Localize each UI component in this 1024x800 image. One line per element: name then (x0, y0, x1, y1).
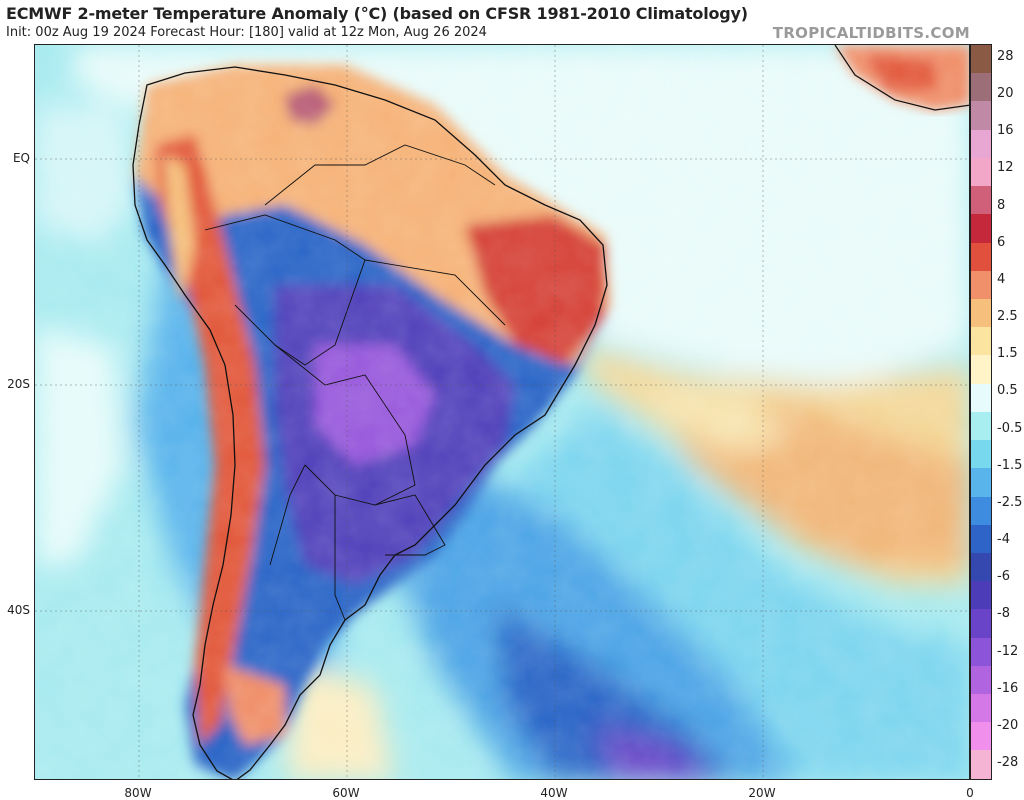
colorbar-label: -28 (997, 755, 1019, 770)
lat-label-eq: EQ (12, 151, 30, 165)
africa-coastline (834, 45, 969, 111)
colorbar-segment (971, 750, 991, 779)
lat-label-20s: 20S (7, 377, 30, 391)
colorbar-label: -8 (997, 606, 1010, 622)
colorbar-segment (971, 637, 991, 666)
lon-label-60w: 60W (332, 786, 360, 800)
colorbar-label: 6 (997, 234, 1006, 250)
colorbar-segment (971, 298, 991, 328)
colorbar-label: 12 (997, 160, 1014, 176)
colorbar-label: -2.5 (997, 494, 1023, 510)
anomaly-map (34, 44, 970, 780)
colorbar-label: 0.5 (997, 383, 1018, 399)
colorbar-segment (971, 468, 991, 497)
colorbar-segment (971, 552, 991, 582)
colorbar-segment (971, 694, 991, 723)
graticule (35, 45, 969, 779)
lat-label-40s: 40S (7, 603, 30, 617)
colorbar-segment (971, 440, 991, 469)
coastline (132, 66, 608, 779)
lon-label-40w: 40W (540, 786, 568, 800)
country-borders (204, 144, 506, 621)
colorbar-segment (971, 186, 991, 215)
colorbar-segment (971, 73, 991, 102)
colorbar-label: 16 (997, 123, 1014, 139)
colorbar-segment (971, 101, 991, 130)
map-canvas (35, 45, 969, 779)
colorbar-segment (971, 581, 991, 610)
colorbar-segment (971, 524, 991, 553)
colorbar-label: 8 (997, 197, 1006, 213)
colorbar-label: -12 (997, 643, 1019, 659)
colorbar-segment (971, 270, 991, 299)
colorbar-segment (971, 665, 991, 695)
colorbar-label: 1.5 (997, 346, 1018, 362)
lon-label-80w: 80W (124, 786, 152, 800)
colorbar-segment (971, 129, 991, 158)
colorbar (970, 44, 992, 780)
colorbar-segment (971, 411, 991, 441)
texture-overlay (35, 45, 969, 779)
lon-label-0: 0 (966, 786, 974, 800)
colorbar-label: -1.5 (997, 457, 1023, 473)
colorbar-label: -0.5 (997, 420, 1023, 436)
colorbar-segment (971, 496, 991, 525)
colorbar-segment (971, 722, 991, 751)
brand-watermark: TROPICALTIDBITS.COM (772, 24, 970, 42)
colorbar-label: -4 (997, 532, 1010, 548)
colorbar-label: 4 (997, 271, 1006, 287)
chart-title: ECMWF 2-meter Temperature Anomaly (°C) (… (6, 4, 748, 23)
colorbar-label: 28 (997, 49, 1014, 64)
colorbar-label: -16 (997, 680, 1019, 696)
colorbar-segment (971, 355, 991, 384)
colorbar-label: -20 (997, 717, 1019, 733)
colorbar-segment (971, 214, 991, 243)
colorbar-segment (971, 242, 991, 271)
colorbar-label: 2.5 (997, 309, 1018, 325)
colorbar-segment (971, 327, 991, 356)
colorbar-label: 20 (997, 86, 1014, 102)
colorbar-segment (971, 383, 991, 412)
colorbar-segment (971, 609, 991, 638)
colorbar-segment (971, 45, 991, 74)
chart-subtitle: Init: 00z Aug 19 2024 Forecast Hour: [18… (6, 25, 487, 40)
lon-label-20w: 20W (748, 786, 776, 800)
colorbar-label: -6 (997, 569, 1010, 585)
colorbar-segment (971, 157, 991, 187)
